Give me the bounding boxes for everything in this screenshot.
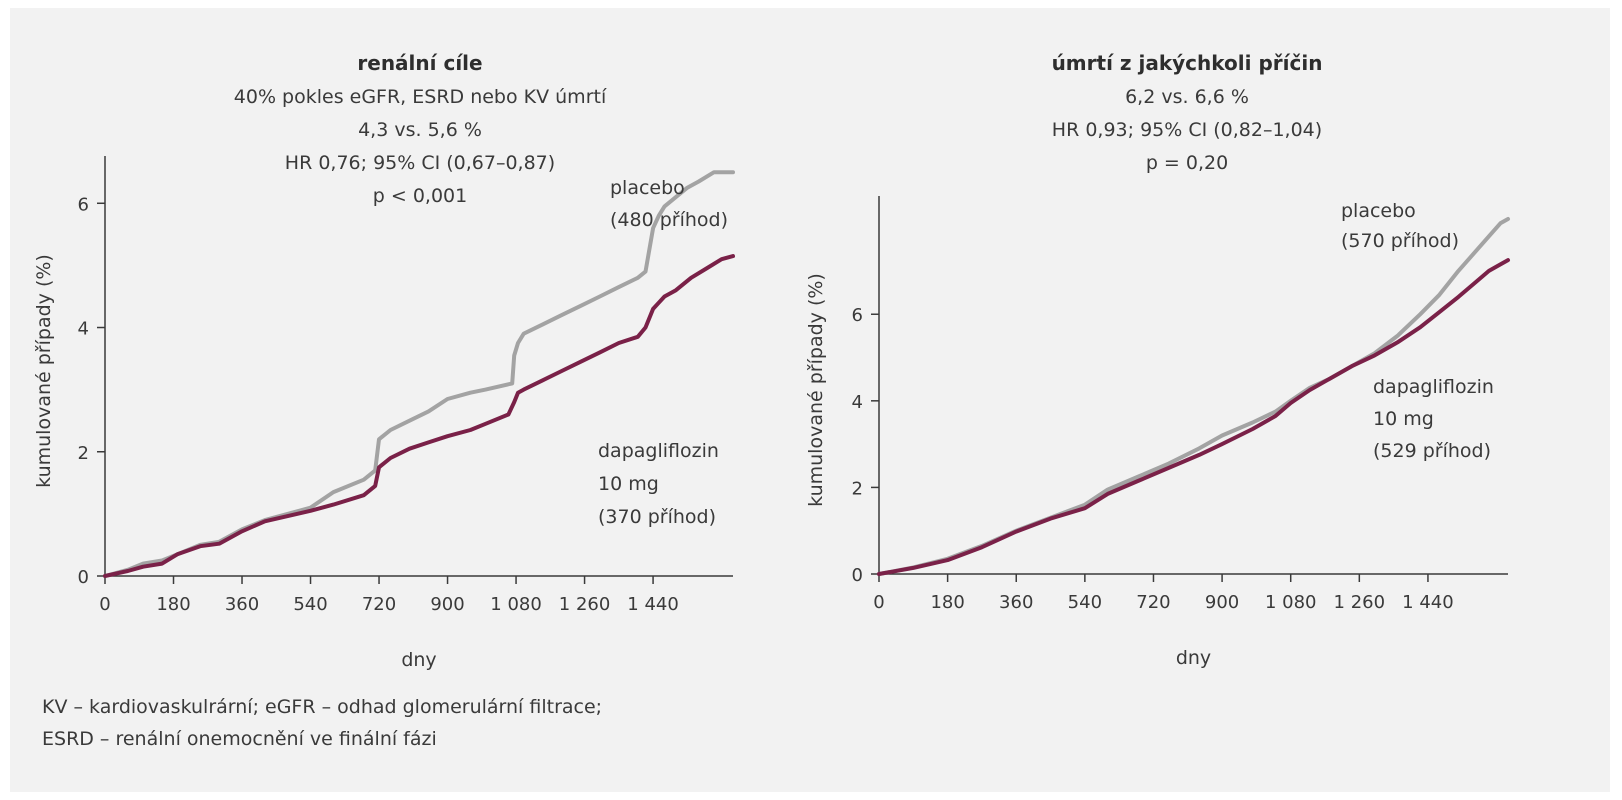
series-label-placebo: placebo <box>610 177 685 199</box>
x-tick-label: 720 <box>1136 592 1170 613</box>
y-tick-label: 6 <box>78 194 89 215</box>
y-axis-label: kumulované případy (%) <box>805 273 827 507</box>
series-line-dapagliflozin <box>103 254 735 578</box>
series-label-dapagliflozin: (529 příhod) <box>1373 440 1491 462</box>
chart-canvas: renální cíle 40% pokles eGFR, ESRD nebo K… <box>33 51 1510 671</box>
chart-renal-outcomes: renální cíle 40% pokles eGFR, ESRD nebo K… <box>33 51 735 671</box>
y-axis-label: kumulované případy (%) <box>33 254 55 488</box>
y-tick-label: 0 <box>852 565 863 586</box>
x-tick-label: 1 440 <box>627 594 679 615</box>
x-tick-label: 360 <box>999 592 1033 613</box>
x-axis-label: dny <box>1176 647 1211 669</box>
series-label-placebo: placebo <box>1341 200 1416 222</box>
chart-title: úmrtí z jakýchkoli příčin <box>1052 51 1323 75</box>
y-tick-label: 2 <box>852 478 863 499</box>
series-label-dapagliflozin: (370 příhod) <box>598 506 716 528</box>
x-tick-label: 360 <box>225 594 259 615</box>
footnote-line-2: ESRD – renální onemocnění ve finální fáz… <box>42 728 437 750</box>
x-tick-label: 1 260 <box>559 594 611 615</box>
chart-subtitle-line: HR 0,76; 95% CI (0,67–0,87) <box>285 152 555 174</box>
figure-panel: renální cíle 40% pokles eGFR, ESRD nebo K… <box>10 8 1610 792</box>
y-tick-label: 2 <box>78 443 89 464</box>
chart-subtitle-line: p < 0,001 <box>373 185 467 207</box>
chart-subtitle-line: HR 0,93; 95% CI (0,82–1,04) <box>1052 119 1322 141</box>
x-tick-label: 1 260 <box>1334 592 1386 613</box>
series-label-placebo: (570 příhod) <box>1341 230 1459 252</box>
chart-subtitle-line: 6,2 vs. 6,6 % <box>1125 86 1249 108</box>
y-tick-label: 0 <box>78 567 89 588</box>
series-label-dapagliflozin: dapagliflozin <box>1373 376 1494 398</box>
x-tick-label: 720 <box>362 594 396 615</box>
x-tick-label: 540 <box>293 594 327 615</box>
x-tick-label: 1 080 <box>1265 592 1317 613</box>
chart-all-cause-mortality: úmrtí z jakýchkoli příčin 6,2 vs. 6,6 % HR… <box>805 51 1510 669</box>
x-tick-label: 1 440 <box>1402 592 1454 613</box>
chart-subtitle-line: 4,3 vs. 5,6 % <box>358 119 482 141</box>
series-label-dapagliflozin: 10 mg <box>1373 408 1434 430</box>
series-label-dapagliflozin: 10 mg <box>598 473 659 495</box>
series-label-dapagliflozin: dapagliflozin <box>598 440 719 462</box>
chart-subtitle-line: 40% pokles eGFR, ESRD nebo KV úmrtí <box>234 86 607 108</box>
footnote-line-1: KV – kardiovaskulrární; eGFR – odhad glo… <box>42 696 603 718</box>
series-line-dapagliflozin <box>877 258 1510 576</box>
x-tick-label: 900 <box>430 594 464 615</box>
x-tick-label: 540 <box>1068 592 1102 613</box>
y-tick-label: 6 <box>852 305 863 326</box>
x-tick-label: 180 <box>930 592 964 613</box>
y-tick-label: 4 <box>78 319 89 340</box>
series-label-placebo: (480 příhod) <box>610 209 728 231</box>
x-tick-label: 900 <box>1205 592 1239 613</box>
x-axis-label: dny <box>401 649 436 671</box>
y-tick-label: 4 <box>852 392 863 413</box>
x-tick-label: 0 <box>873 592 884 613</box>
x-tick-label: 0 <box>99 594 110 615</box>
x-tick-label: 1 080 <box>490 594 542 615</box>
chart-subtitle-line: p = 0,20 <box>1146 152 1228 174</box>
x-tick-label: 180 <box>156 594 190 615</box>
chart-title: renální cíle <box>357 51 482 75</box>
